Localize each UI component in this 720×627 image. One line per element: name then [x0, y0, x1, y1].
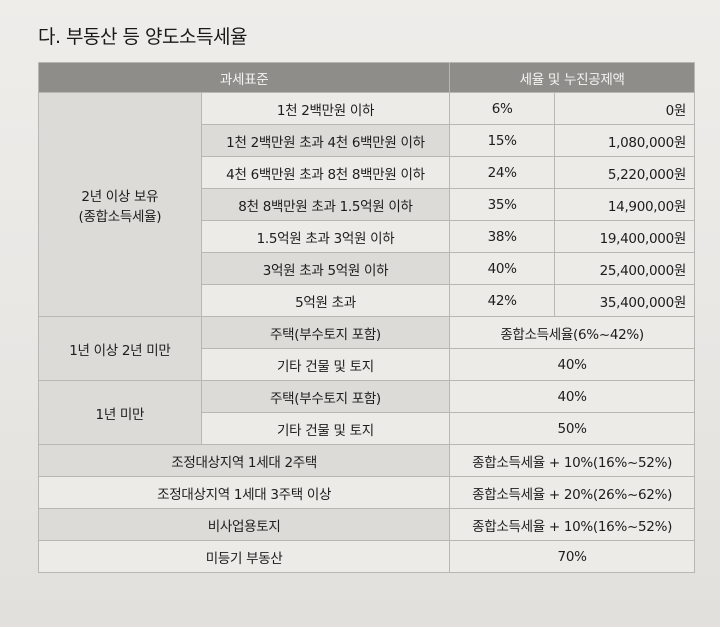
table-row: 기타 건물 및 토지 50% — [39, 412, 695, 445]
deduction-cell: 35,400,000원 — [554, 284, 695, 317]
transfer-tax-rate-table: 과세표준 세율 및 누진공제액 2년 이상 보유 (종합소득세율) 1천 2백만… — [37, 62, 695, 573]
special-rate-cell: 종합소득세율 + 20%(26%~62%) — [449, 476, 695, 509]
table-row: 비사업용토지 종합소득세율 + 10%(16%~52%) — [37, 508, 695, 541]
range-cell: 1천 2백만원 초과 4천 6백만원 이하 — [200, 124, 451, 157]
deduction-cell: 19,400,000원 — [554, 220, 695, 253]
special-label-cell: 비사업용토지 — [37, 508, 451, 541]
table-row: 1년 미만 주택(부수토지 포함) 40% — [38, 380, 695, 445]
rate-cell: 42% — [449, 284, 556, 317]
table-row: 조정대상지역 1세대 3주택 이상 종합소득세율 + 20%(26%~62%) — [37, 476, 695, 509]
rate-cell: 15% — [449, 124, 556, 157]
header-tax-base: 과세표준 — [37, 62, 451, 93]
table-row: 2년 이상 보유 (종합소득세율) 1천 2백만원 이하 6% 0원 — [38, 92, 695, 317]
range-cell: 8천 8백만원 초과 1.5억원 이하 — [200, 188, 451, 221]
special-label-cell: 조정대상지역 1세대 2주택 — [37, 444, 451, 477]
rate-cell: 40% — [449, 380, 695, 413]
special-rate-cell: 종합소득세율 + 10%(16%~52%) — [449, 508, 695, 541]
table-row: 1천 2백만원 초과 4천 6백만원 이하 15% 1,080,000원 — [39, 124, 695, 157]
table-row: 8천 8백만원 초과 1.5억원 이하 35% 14,900,00원 — [39, 188, 695, 221]
special-rate-cell: 70% — [449, 540, 695, 573]
table-row: 미등기 부동산 70% — [37, 540, 695, 573]
type-cell: 기타 건물 및 토지 — [200, 348, 451, 381]
table-row: 조정대상지역 1세대 2주택 종합소득세율 + 10%(16%~52%) — [37, 444, 695, 477]
section-heading: 다. 부동산 등 양도소득세율 — [38, 26, 247, 48]
type-cell: 주택(부수토지 포함) — [200, 380, 451, 413]
table-row: 3억원 초과 5억원 이하 40% 25,400,000원 — [39, 252, 695, 285]
range-cell: 3억원 초과 5억원 이하 — [200, 252, 451, 285]
group-label-line1: 2년 이상 보유 — [81, 188, 159, 205]
rate-cell: 38% — [449, 220, 556, 253]
deduction-cell: 5,220,000원 — [554, 156, 695, 189]
rate-cell: 50% — [449, 412, 695, 445]
table-row: 1년 이상 2년 미만 주택(부수토지 포함) 종합소득세율(6%~42%) — [38, 316, 695, 381]
rate-cell: 24% — [449, 156, 556, 189]
range-cell: 1.5억원 초과 3억원 이하 — [200, 220, 451, 253]
rate-cell: 35% — [449, 188, 556, 221]
special-label-cell: 조정대상지역 1세대 3주택 이상 — [37, 476, 451, 509]
type-cell: 기타 건물 및 토지 — [200, 412, 451, 445]
special-rate-cell: 종합소득세율 + 10%(16%~52%) — [449, 444, 695, 477]
rate-cell: 40% — [449, 348, 695, 381]
rate-cell: 종합소득세율(6%~42%) — [449, 316, 695, 349]
deduction-cell: 1,080,000원 — [554, 124, 695, 157]
rate-cell: 6% — [449, 92, 556, 125]
rate-cell: 40% — [449, 252, 556, 285]
range-cell: 4천 6백만원 초과 8천 8백만원 이하 — [200, 156, 451, 189]
range-cell: 1천 2백만원 이하 — [200, 92, 451, 125]
table-row: 4천 6백만원 초과 8천 8백만원 이하 24% 5,220,000원 — [39, 156, 695, 189]
deduction-cell: 14,900,00원 — [554, 188, 695, 221]
type-cell: 주택(부수토지 포함) — [200, 316, 451, 349]
table-row: 기타 건물 및 토지 40% — [39, 348, 695, 381]
deduction-cell: 25,400,000원 — [554, 252, 695, 285]
table-row: 1.5억원 초과 3억원 이하 38% 19,400,000원 — [39, 220, 695, 253]
group-label-2yr: 2년 이상 보유 (종합소득세율) — [38, 92, 202, 317]
range-cell: 5억원 초과 — [200, 284, 451, 317]
group-label-line2: (종합소득세율) — [78, 208, 162, 225]
special-label-cell: 미등기 부동산 — [37, 540, 451, 573]
group-label-under1yr: 1년 미만 — [38, 380, 202, 445]
group-label-1to2yr: 1년 이상 2년 미만 — [38, 316, 202, 381]
table-row: 5억원 초과 42% 35,400,000원 — [39, 284, 695, 317]
deduction-cell: 0원 — [554, 92, 695, 125]
table-header-row: 과세표준 세율 및 누진공제액 — [37, 62, 695, 93]
header-tax-rate: 세율 및 누진공제액 — [449, 62, 695, 93]
